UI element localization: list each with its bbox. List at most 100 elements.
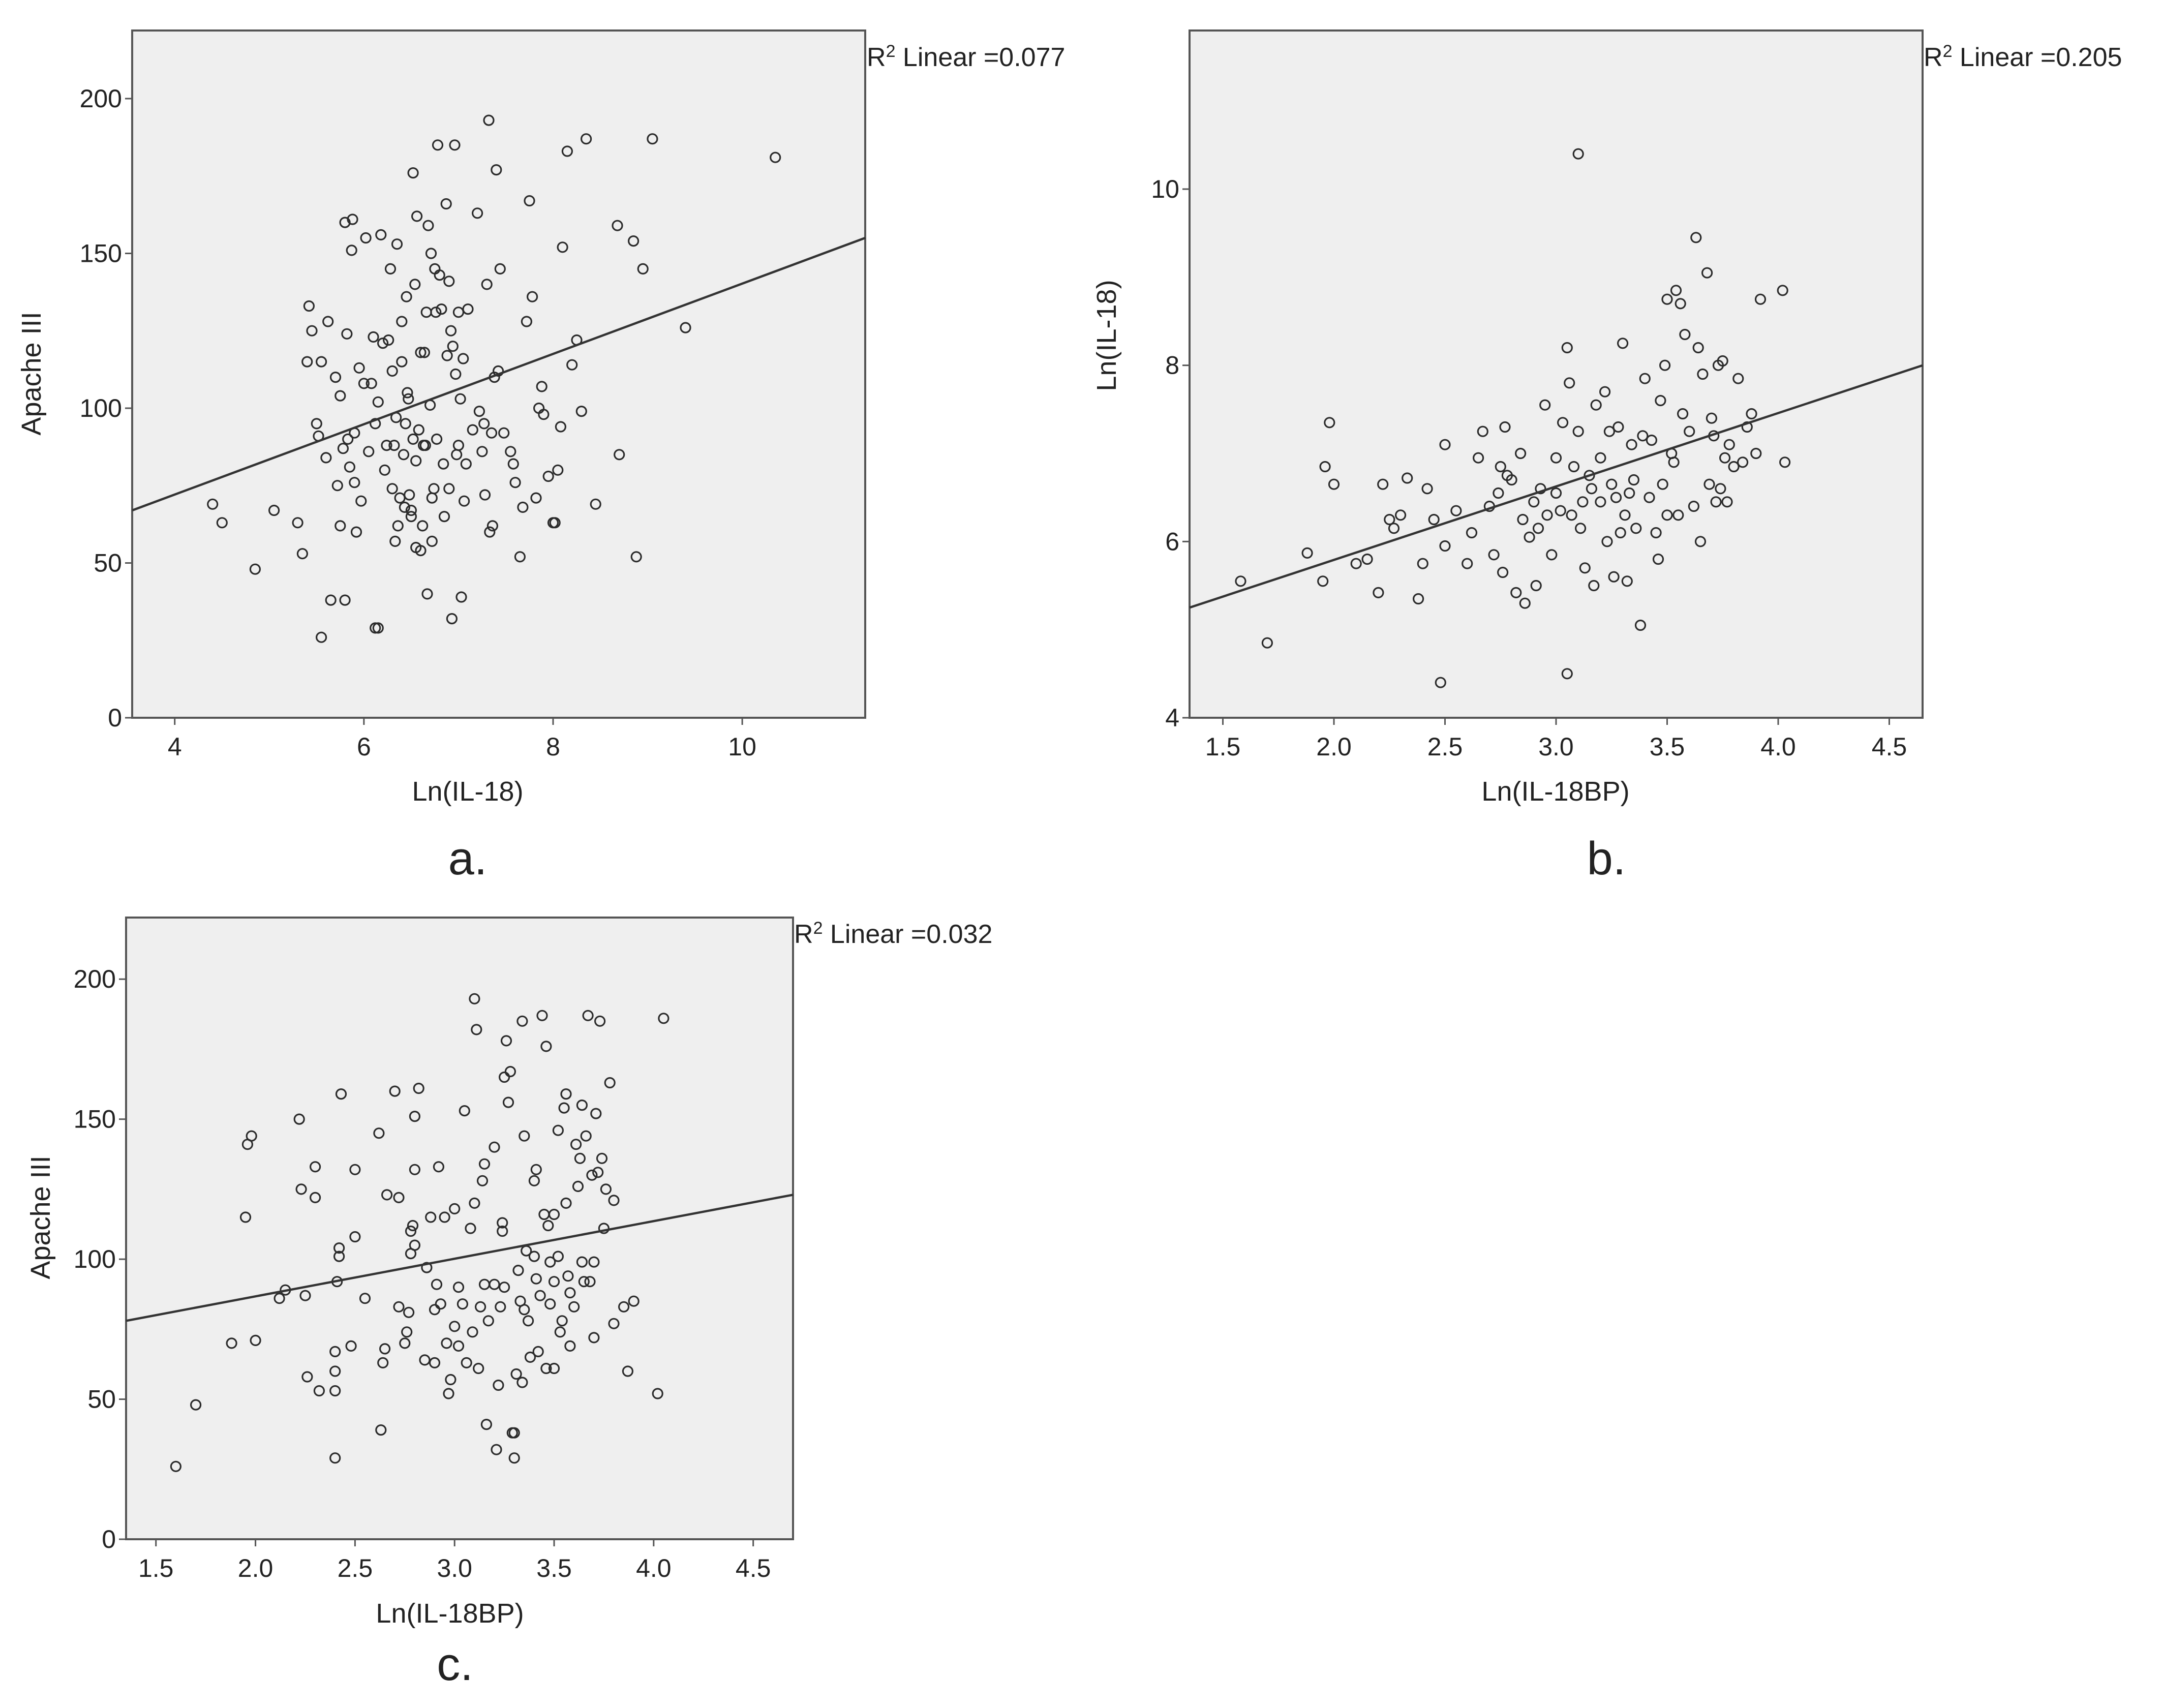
panel-c-point xyxy=(504,1065,516,1078)
panel-a-point xyxy=(249,563,261,575)
panel-b-point xyxy=(1584,470,1595,481)
panel-b-point xyxy=(1646,434,1657,446)
panel-c-point xyxy=(467,1326,478,1338)
panel-a-x-tick-label: 10 xyxy=(728,733,756,761)
panel-c-point xyxy=(548,1276,560,1288)
panel-b-point xyxy=(1361,553,1373,565)
panel-b-point xyxy=(1619,509,1631,521)
panel-c-point xyxy=(405,1225,417,1237)
panel-a-point xyxy=(207,498,219,510)
panel-b-point xyxy=(1324,417,1335,429)
panel-a-point xyxy=(491,164,502,176)
panel-a-point xyxy=(462,303,474,315)
panel-b-point xyxy=(1517,513,1529,526)
panel-b-point xyxy=(1541,509,1553,521)
panel-c-point xyxy=(558,1102,570,1114)
panel-c-point xyxy=(478,1158,491,1170)
panel-b-x-tick-label: 3.5 xyxy=(1650,733,1685,761)
panel-a-point xyxy=(492,365,504,377)
panel-a-y-axis-label: Apache III xyxy=(16,312,47,435)
panel-b-point xyxy=(1779,456,1791,468)
panel-b-x-tick-label: 2.5 xyxy=(1427,733,1463,761)
panel-c-point xyxy=(596,1152,608,1164)
panel-a-point xyxy=(372,396,384,408)
panel-c-point xyxy=(393,1301,405,1313)
panel-b-point xyxy=(1750,447,1762,460)
panel-c-point xyxy=(429,1304,441,1316)
panel-c-y-tick-label: 150 xyxy=(74,1105,116,1134)
panel-c-point xyxy=(409,1164,421,1175)
panel-a-point xyxy=(555,421,567,433)
panel-a-point xyxy=(342,433,354,445)
panel-a-point xyxy=(627,235,640,247)
panel-b-point xyxy=(1488,549,1500,561)
panel-c-point xyxy=(480,1419,493,1430)
panel-c-x-tick-label: 2.0 xyxy=(238,1554,273,1582)
panel-c-point xyxy=(375,1424,387,1436)
panel-b-x-tick-label: 2.0 xyxy=(1316,733,1352,761)
panel-b-x-axis-label: Ln(IL-18BP) xyxy=(1481,776,1629,807)
panel-a-point xyxy=(383,334,394,346)
panel-b-point xyxy=(1572,425,1584,437)
panel-b-point xyxy=(1650,527,1662,539)
panel-b-point xyxy=(1477,425,1488,437)
panel-c-point xyxy=(548,1362,560,1375)
panel-c-point xyxy=(588,1332,600,1344)
panel-b-point xyxy=(1723,439,1735,450)
panel-b-point xyxy=(1612,421,1624,433)
panel-b-point xyxy=(1402,472,1413,484)
panel-a-point xyxy=(509,477,521,489)
panel-a-y-tick-label: 100 xyxy=(80,394,122,422)
panel-c-y-tick-label: 50 xyxy=(87,1385,116,1414)
panel-c-point xyxy=(510,1368,522,1380)
panel-b-point xyxy=(1373,587,1384,599)
panel-a-point xyxy=(473,405,485,417)
panel-c-point xyxy=(586,1169,598,1181)
panel-c-point xyxy=(299,1290,311,1301)
panel-b-point xyxy=(1615,527,1626,539)
panel-c-point xyxy=(562,1270,574,1282)
panel-a-point xyxy=(438,510,450,523)
panel-b-point xyxy=(1703,478,1715,490)
panel-b-point xyxy=(1575,523,1587,534)
panel-c-x-tick-label: 4.5 xyxy=(736,1554,771,1582)
panel-b-x-tick-label: 4.5 xyxy=(1872,733,1907,761)
panel-a-point xyxy=(561,145,573,157)
panel-a-point xyxy=(445,325,457,337)
panel-b-point xyxy=(1672,509,1684,521)
panel-a-point xyxy=(384,263,397,275)
panel-a-point xyxy=(438,458,449,470)
panel-b-point xyxy=(1715,483,1726,495)
panel-a-x-tick-label: 8 xyxy=(546,733,560,761)
panel-c-point xyxy=(419,1354,431,1366)
panel-c-point xyxy=(540,1362,552,1375)
panel-b-y-tick-label: 4 xyxy=(1165,704,1179,732)
panel-c-point xyxy=(381,1189,393,1201)
panel-c-y-tick-label: 200 xyxy=(74,965,116,993)
panel-c-point xyxy=(435,1298,446,1310)
panel-c-y-ticks: 0 50 100 150 200 xyxy=(74,965,126,1553)
panel-b-r2-superscript: 2 xyxy=(1943,42,1953,61)
panel-a-point xyxy=(458,353,469,364)
panel-a-point xyxy=(386,365,398,377)
panel-c-point xyxy=(600,1183,612,1195)
panel-a-point xyxy=(350,526,362,538)
panel-c-point xyxy=(476,1175,489,1186)
panel-c-point xyxy=(530,1164,542,1175)
panel-a-point xyxy=(612,220,623,231)
panel-c-point xyxy=(309,1192,321,1203)
panel-b-point xyxy=(1377,478,1389,490)
panel-a-point xyxy=(476,446,488,458)
panel-b-point xyxy=(1555,505,1566,516)
panel-c-point xyxy=(582,1010,594,1021)
panel-b-x-ticks: 1.5 2.0 2.5 3.0 3.5 4.0 4.5 xyxy=(1205,718,1907,761)
panel-a-point xyxy=(443,276,455,287)
panel-c-point xyxy=(560,1088,572,1100)
panel-c-r2-value: Linear =0.032 xyxy=(823,920,992,949)
panel-a-point xyxy=(399,501,411,513)
panel-a-point xyxy=(557,241,568,253)
panel-b-point xyxy=(1621,575,1633,587)
panel-a-point xyxy=(542,470,554,482)
panel-a-point xyxy=(379,464,390,476)
panel-c-point xyxy=(359,1293,371,1304)
